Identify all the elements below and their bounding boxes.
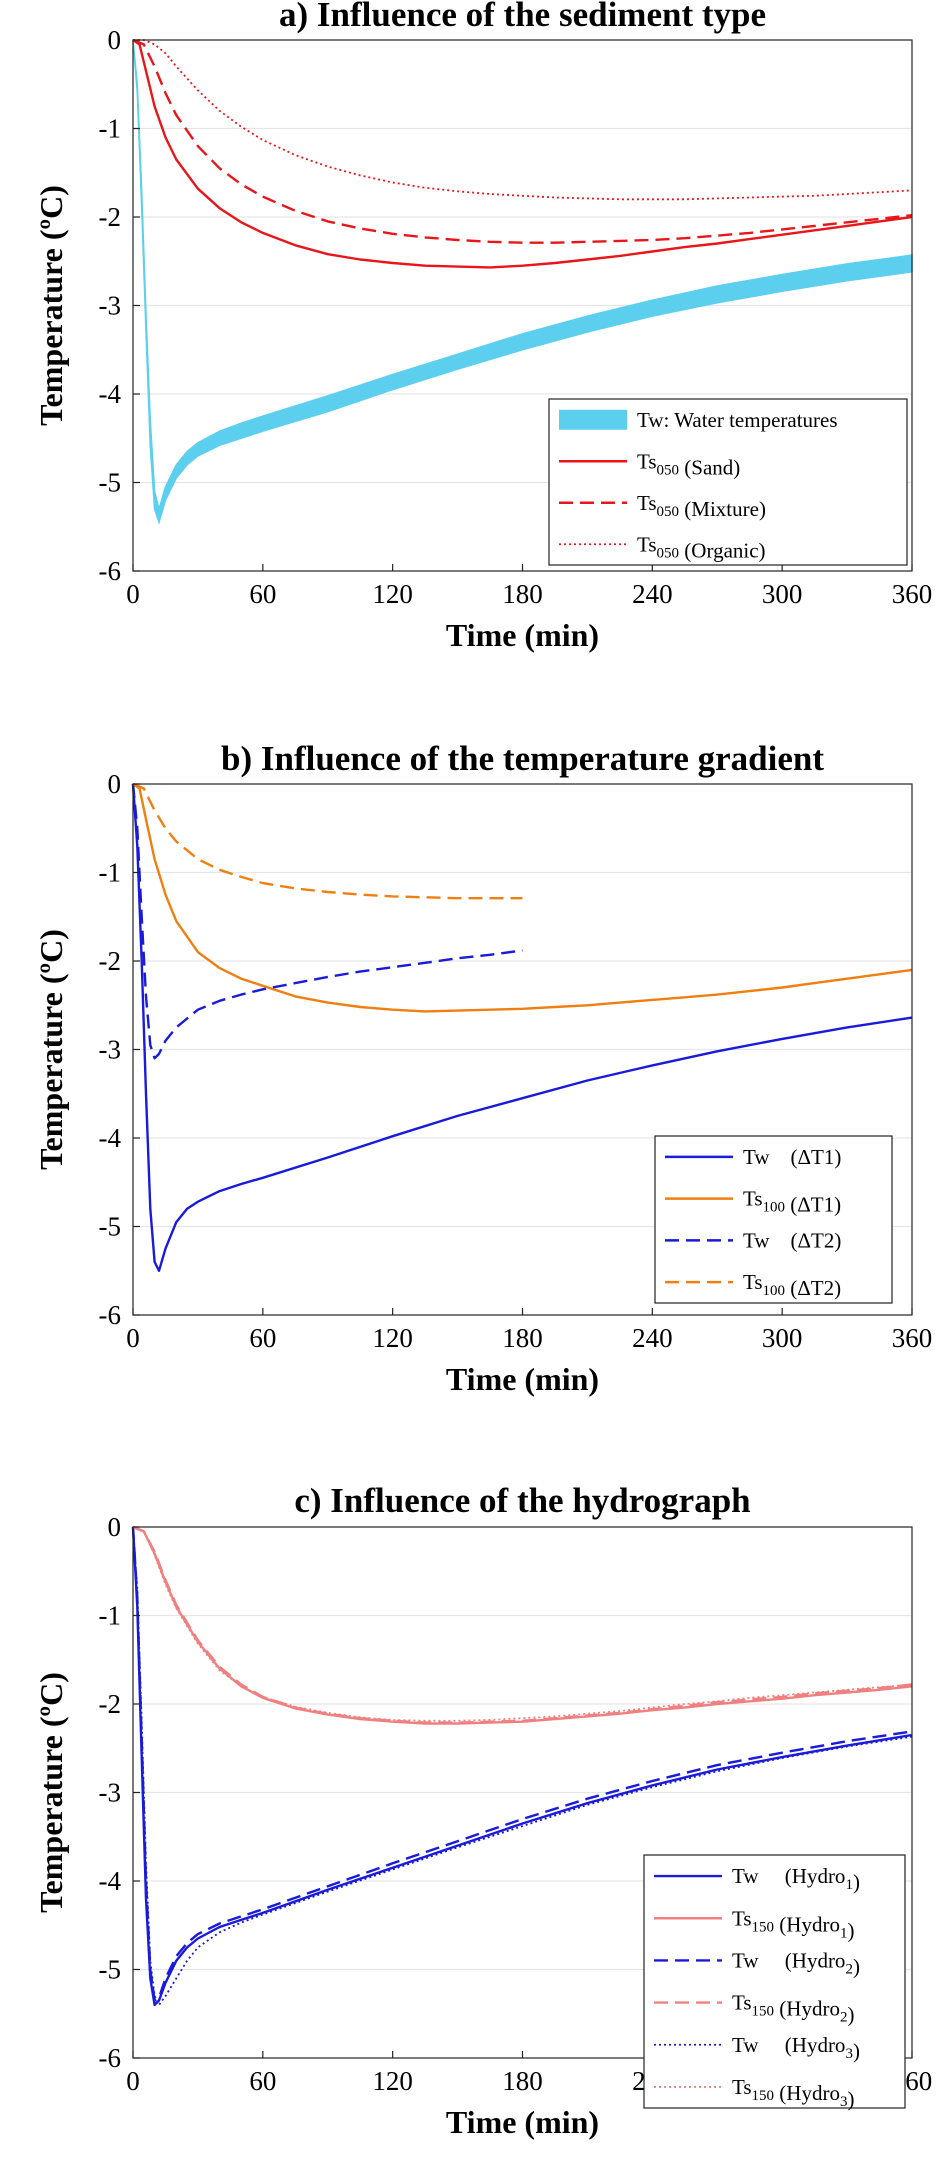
x-tick-label: 120 (372, 2066, 413, 2096)
series-line-1 (132, 1525, 913, 1725)
x-tick-label: 120 (372, 1323, 413, 1353)
x-tick-label: 0 (126, 2066, 140, 2096)
legend-label: Ts150 (Hydro1) (732, 1906, 854, 1942)
series-line-3 (133, 39, 913, 201)
series-line-3 (132, 1525, 913, 1724)
y-axis-label: Temperature (ºC) (33, 1672, 69, 1913)
series-line-2 (131, 783, 523, 1060)
x-tick-label: 360 (892, 1323, 933, 1353)
x-tick-label: 0 (126, 1323, 140, 1353)
x-axis-label: Time (min) (446, 2104, 599, 2140)
x-tick-label: 60 (249, 579, 276, 609)
y-tick-label: -1 (99, 858, 122, 888)
y-tick-label: -3 (99, 1035, 122, 1065)
x-axis-label: Time (min) (446, 617, 599, 653)
y-tick-label: -2 (99, 1689, 122, 1719)
legend: Tw (ΔT1) Ts100 (ΔT1) Tw (ΔT2) Ts100 (ΔT2) (654, 1135, 893, 1304)
legend-label: Ts050 (Mixture) (637, 491, 766, 521)
x-tick-label: 0 (126, 579, 140, 609)
legend-label: Ts150 (Hydro2) (732, 1991, 854, 2027)
x-tick-label: 180 (502, 579, 543, 609)
legend-label: Ts050 (Organic) (637, 532, 766, 562)
x-tick-label: 60 (249, 1323, 276, 1353)
legend-label: Tw (Hydro3) (732, 2033, 860, 2063)
panel-c-hydrograph: 0-1-2-3-4-5-6060120180240300360c) Influe… (33, 1481, 932, 2140)
y-tick-label: -4 (99, 1866, 122, 1896)
y-tick-label: -6 (99, 556, 122, 586)
x-tick-label: 240 (632, 1323, 673, 1353)
y-tick-label: -3 (99, 1778, 122, 1808)
y-tick-label: -3 (99, 291, 122, 321)
legend-label: Ts100 (ΔT2) (743, 1270, 841, 1300)
y-tick-label: -5 (99, 1212, 122, 1242)
series-line-2 (132, 38, 913, 244)
legend-label: Tw (Hydro2) (732, 1948, 860, 1978)
y-tick-label: -1 (99, 1601, 122, 1631)
chart-title: b) Influence of the temperature gradient (221, 739, 824, 778)
y-tick-label: -6 (99, 1300, 122, 1330)
y-tick-label: -4 (99, 1123, 122, 1153)
legend-label: Ts100 (ΔT1) (743, 1187, 841, 1217)
series-line-3 (132, 782, 523, 900)
y-tick-label: 0 (108, 25, 122, 55)
y-tick-label: 0 (108, 769, 122, 799)
series-line-0 (131, 783, 913, 1273)
y-axis-label: Temperature (ºC) (33, 929, 69, 1170)
x-tick-label: 300 (762, 1323, 803, 1353)
y-tick-label: -4 (99, 379, 122, 409)
legend-swatch (559, 409, 627, 430)
y-tick-label: -2 (99, 946, 122, 976)
series-line-2 (131, 1526, 913, 2002)
x-tick-label: 180 (502, 2066, 543, 2096)
y-tick-label: -6 (99, 2043, 122, 2073)
series-line-0 (131, 1526, 913, 2007)
y-tick-label: 0 (108, 1512, 122, 1542)
chart-title: a) Influence of the sediment type (279, 0, 766, 34)
legend: Tw: Water temperatures Ts050 (Sand) Ts050 … (548, 398, 908, 566)
y-tick-label: -2 (99, 202, 122, 232)
y-tick-label: -5 (99, 1955, 122, 1985)
series-line-1 (132, 39, 913, 269)
chart-title: c) Influence of the hydrograph (294, 1481, 750, 1520)
series-line-1 (132, 783, 913, 1013)
legend-box (654, 1135, 893, 1304)
x-tick-label: 360 (892, 579, 933, 609)
x-tick-label: 240 (632, 579, 673, 609)
legend-label: Tw (Hydro1) (732, 1864, 860, 1894)
x-tick-label: 60 (249, 2066, 276, 2096)
x-tick-label: 120 (372, 579, 413, 609)
y-tick-label: -1 (99, 114, 122, 144)
legend-label: Tw (ΔT1) (743, 1145, 841, 1169)
x-tick-label: 180 (502, 1323, 543, 1353)
legend: Tw (Hydro1) Ts150 (Hydro1) Tw (Hydro2) Ts15… (643, 1854, 906, 2111)
y-axis-label: Temperature (ºC) (33, 185, 69, 426)
legend-box (643, 1854, 906, 2109)
legend-label: Ts150 (Hydro3) (732, 2075, 854, 2111)
x-axis-label: Time (min) (446, 1361, 599, 1397)
y-tick-label: -5 (99, 468, 122, 498)
legend-label: Ts050 (Sand) (637, 449, 740, 479)
legend-label: Tw (ΔT2) (743, 1228, 841, 1252)
legend-label: Tw: Water temperatures (637, 408, 838, 432)
x-tick-label: 300 (762, 579, 803, 609)
